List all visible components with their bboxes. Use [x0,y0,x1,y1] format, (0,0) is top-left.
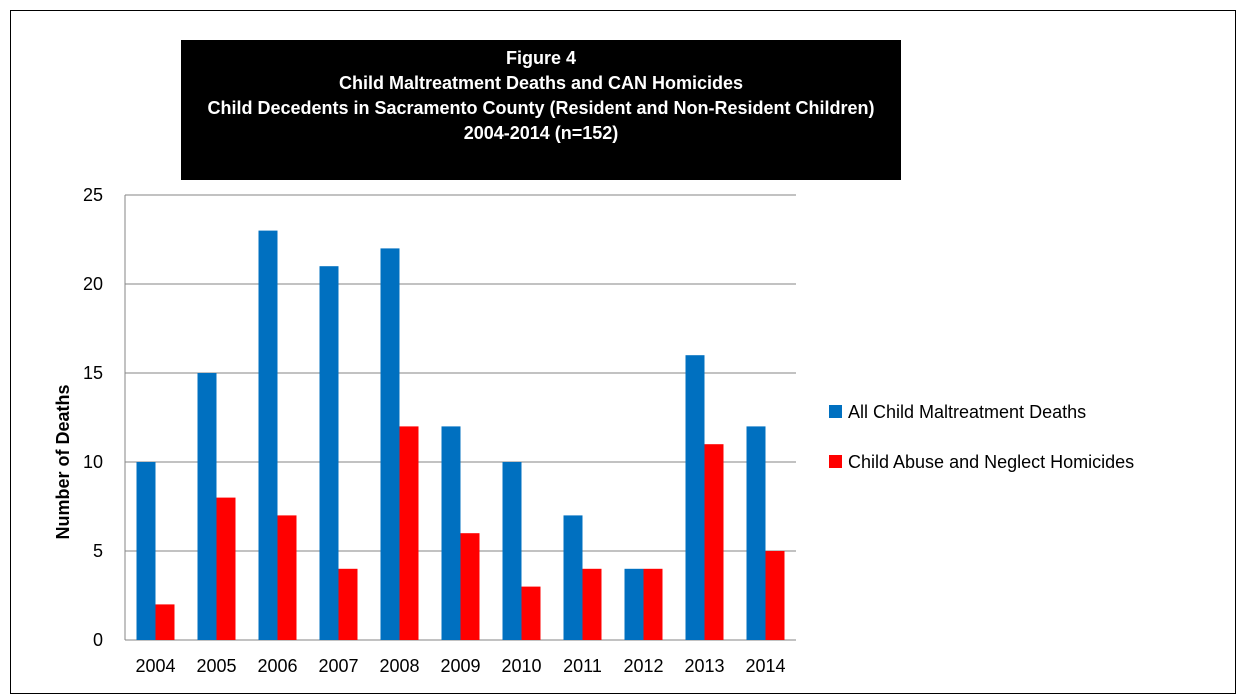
legend-swatch-1 [829,455,842,468]
bar-homicide-2010 [521,586,541,640]
bar-maltreatment-2006 [258,230,278,640]
bar-maltreatment-2013 [685,355,705,640]
bar-maltreatment-2009 [441,426,461,640]
y-tick-label-10: 10 [83,452,103,472]
x-tick-label-2009: 2009 [440,656,480,676]
bar-homicide-2009 [460,533,480,640]
bar-maltreatment-2010 [502,462,522,640]
chart-frame [10,10,1236,694]
x-tick-label-2013: 2013 [684,656,724,676]
bars [136,230,785,640]
bar-homicide-2014 [765,551,785,640]
bar-homicide-2007 [338,568,358,640]
x-tick-label-2007: 2007 [318,656,358,676]
x-tick-label-2006: 2006 [257,656,297,676]
x-tick-label-2011: 2011 [563,656,602,676]
bar-homicide-2006 [277,515,297,640]
bar-maltreatment-2007 [319,266,339,640]
chart-title-box: Figure 4 Child Maltreatment Deaths and C… [181,40,901,180]
y-tick-label-25: 25 [83,185,103,205]
bar-homicide-2013 [704,444,724,640]
y-tick-label-20: 20 [83,274,103,294]
legend-swatch-0 [829,405,842,418]
x-tick-label-2010: 2010 [501,656,541,676]
chart-title-line-2: Child Maltreatment Deaths and CAN Homici… [338,73,744,93]
chart-title-line-1: Figure 4 [505,48,576,68]
bar-maltreatment-2008 [380,248,400,640]
legend-label-1: Child Abuse and Neglect Homicides [848,452,1134,472]
chart-title-line-3: Child Decedents in Sacramento County (Re… [207,98,875,118]
bar-homicide-2011 [582,568,602,640]
x-axis-ticks: 2004 2005 2006 2007 2008 2009 2010 2011 2012 2013… [135,656,785,676]
chart-title-line-4: 2004-2014 (n=152) [463,123,619,143]
y-axis-ticks: 0 5 10 15 20 25 [83,185,103,650]
bar-homicide-2012 [643,568,663,640]
bar-maltreatment-2005 [197,373,217,640]
bar-maltreatment-2014 [746,426,766,640]
x-tick-label-2005: 2005 [196,656,236,676]
y-tick-label-15: 15 [83,363,103,383]
bar-maltreatment-2012 [624,568,644,640]
y-axis-label: Number of Deaths [53,384,73,539]
bar-homicide-2008 [399,426,419,640]
bar-homicide-2004 [155,604,175,640]
legend: All Child Maltreatment Deaths Child Abuse… [829,402,1134,472]
x-tick-label-2012: 2012 [623,656,663,676]
legend-label-0: All Child Maltreatment Deaths [848,402,1086,422]
y-tick-label-5: 5 [93,541,103,561]
bar-maltreatment-2011 [563,515,583,640]
y-tick-label-0: 0 [93,630,103,650]
x-tick-label-2014: 2014 [745,656,785,676]
x-tick-label-2004: 2004 [135,656,175,676]
bar-maltreatment-2004 [136,462,156,640]
x-tick-label-2008: 2008 [379,656,419,676]
bar-homicide-2005 [216,497,236,640]
